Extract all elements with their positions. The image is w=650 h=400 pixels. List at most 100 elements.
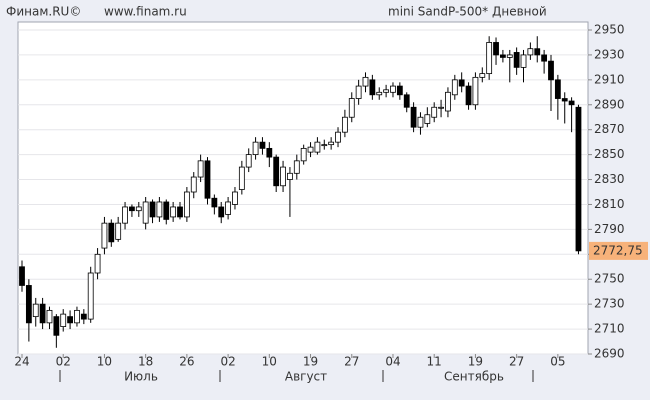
candle-body [328, 141, 335, 146]
candle-body [568, 100, 575, 106]
candle-body [355, 85, 362, 99]
y-tick-label: 2950 [594, 23, 625, 37]
x-tick-label: 18 [138, 355, 153, 369]
x-tick-label: 26 [179, 355, 194, 369]
candle-body [259, 141, 266, 149]
candle-body [534, 48, 541, 56]
candle-body [451, 79, 458, 96]
y-tick-label: 2870 [594, 122, 625, 136]
candle-body [424, 114, 431, 124]
candle-body [80, 313, 87, 320]
candle-body [561, 98, 568, 102]
candle-body [25, 285, 32, 324]
candle-body [410, 106, 417, 128]
y-tick-label: 2930 [594, 47, 625, 61]
candle-body [390, 85, 396, 93]
candle-body [403, 94, 410, 108]
last-price-label: 2772,75 [593, 243, 643, 257]
month-label: Сентябрь [444, 370, 504, 384]
candle-body [383, 89, 390, 93]
x-tick-label: 02 [56, 355, 71, 369]
candle-body [314, 141, 321, 153]
candle-body [431, 106, 438, 118]
plot-area [17, 21, 589, 355]
month-label: Август [285, 370, 327, 384]
candle-body [396, 85, 403, 96]
candle-body [122, 206, 128, 224]
x-tick-label: 04 [385, 355, 400, 369]
candle-body [376, 91, 383, 96]
x-tick-label: 27 [344, 355, 359, 369]
last-price-box [589, 241, 648, 260]
candle-body [252, 141, 259, 156]
candle-body [506, 54, 513, 58]
x-tick-label: 10 [262, 355, 277, 369]
candle-body [541, 54, 548, 62]
candle-body [211, 197, 218, 208]
candle-body [183, 191, 190, 218]
candle-body [170, 206, 177, 218]
candle-body [115, 222, 122, 240]
x-tick-label: 19 [468, 355, 483, 369]
candle-body [362, 76, 369, 87]
candle-body [67, 316, 73, 324]
x-tick-label: 11 [427, 355, 442, 369]
candle-body [493, 42, 499, 56]
candle-body [19, 266, 25, 286]
candle-body [520, 54, 527, 68]
brand: Финам.RU© [6, 5, 81, 19]
x-tick-label: 05 [550, 355, 565, 369]
candle-body [53, 316, 60, 336]
candle-body [417, 116, 424, 128]
candle-body [335, 131, 341, 143]
candle-body [87, 272, 94, 320]
candle-body [513, 52, 520, 68]
x-tick-label: 02 [220, 355, 235, 369]
candle-body [438, 106, 444, 109]
candle-body [149, 201, 156, 218]
candle-body [218, 206, 225, 218]
candle-body [74, 309, 80, 324]
candle-body [479, 73, 486, 78]
candle-body [575, 106, 582, 252]
y-tick-label: 2810 [594, 197, 625, 211]
candle-body [499, 54, 506, 58]
candle-body [60, 313, 67, 327]
x-tick-label: 19 [303, 355, 318, 369]
y-tick-label: 2710 [594, 322, 625, 336]
candle-body [245, 154, 252, 168]
candle-body [321, 144, 328, 147]
site: www.finam.ru [104, 5, 187, 19]
candle-body [39, 303, 46, 324]
month-label: Июль [124, 370, 158, 384]
candle-body [548, 60, 554, 81]
y-tick-label: 2690 [594, 347, 625, 361]
candle-body [554, 79, 561, 99]
candle-body [225, 201, 232, 215]
candle-body [94, 253, 101, 274]
candle-body [458, 79, 465, 87]
x-tick-label: 10 [97, 355, 112, 369]
candle-body [369, 79, 376, 96]
candle-body [273, 156, 280, 187]
candle-body [472, 76, 479, 106]
candle-body [232, 191, 238, 205]
candle-body [287, 172, 293, 180]
x-tick-label: 24 [14, 355, 29, 369]
candle-body [108, 222, 115, 243]
candle-body [177, 206, 183, 218]
y-tick-label: 2890 [594, 97, 625, 111]
candle-body [101, 222, 108, 249]
y-tick-label: 2730 [594, 297, 625, 311]
candle-body [300, 147, 307, 162]
candle-body [280, 166, 286, 187]
candle-body [293, 160, 300, 174]
candle-body [142, 201, 149, 224]
candle-body [190, 176, 197, 193]
candle-body [46, 309, 53, 324]
candle-body [527, 48, 534, 56]
candle-body [204, 160, 211, 199]
candle-body [163, 201, 170, 220]
y-tick-label: 2910 [594, 72, 625, 86]
